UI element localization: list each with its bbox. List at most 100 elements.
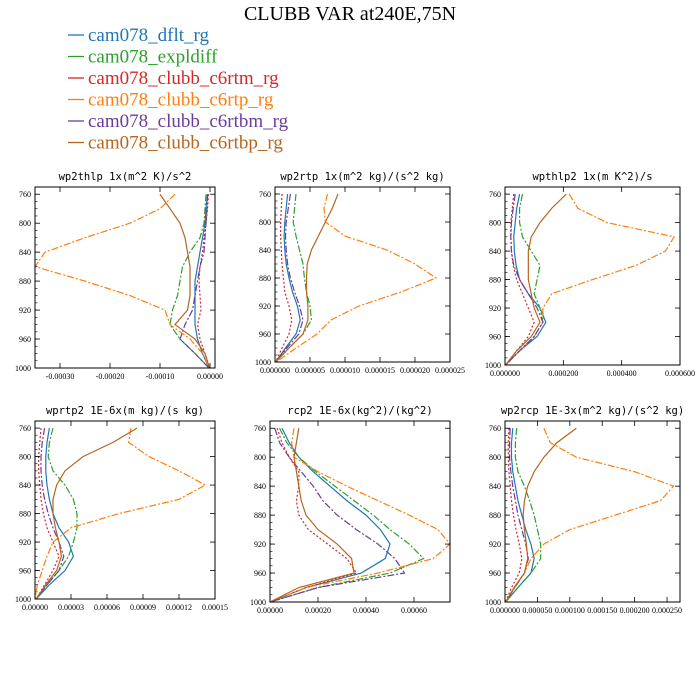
y-tick-label: 760 xyxy=(19,190,31,199)
x-tick-label: 0.00000 xyxy=(257,606,283,615)
x-tick-label: 0.000010 xyxy=(330,366,360,375)
series-line xyxy=(35,428,207,599)
y-tick-label: 1000 xyxy=(485,361,501,370)
y-tick-label: 760 xyxy=(489,424,501,433)
panel-3: wpthlp2 1x(m K^2)/s 760 800 840 880 920 960 100… xyxy=(485,171,695,378)
series-line xyxy=(505,194,544,365)
y-tick-label: 960 xyxy=(19,567,31,576)
y-tick-label: 800 xyxy=(259,218,271,227)
y-tick-label: 960 xyxy=(489,569,501,578)
panel-title: wp2thlp 1x(m^2 K)/s^2 xyxy=(59,171,192,183)
series-line xyxy=(35,193,211,368)
series-line xyxy=(505,193,567,365)
series-line xyxy=(194,194,210,368)
series-line xyxy=(179,194,210,368)
x-tick-label: 0.000020 xyxy=(400,366,430,375)
series-line xyxy=(159,193,211,368)
y-tick-label: 920 xyxy=(489,540,501,549)
y-tick-label: 920 xyxy=(19,306,31,315)
y-tick-label: 960 xyxy=(254,569,266,578)
y-tick-label: 800 xyxy=(489,453,501,462)
y-tick-label: 960 xyxy=(259,330,271,339)
y-tick-label: 960 xyxy=(489,333,501,342)
y-tick-label: 800 xyxy=(254,453,266,462)
panel-2: wp2rtp 1x(m^2 kg)/(s^2 kg) 760 800 840 880 92… xyxy=(255,171,465,375)
series-line xyxy=(270,427,391,602)
series-line xyxy=(275,193,301,362)
legend-entry: cam078_expldiff xyxy=(68,47,218,68)
x-tick-label: 0.000000 xyxy=(260,366,290,375)
x-tick-label: 0.00012 xyxy=(166,603,192,612)
legend-entry: cam078_clubb_c6rtp_rg xyxy=(68,90,274,111)
x-tick-label: 0.00000 xyxy=(197,372,223,381)
series-line xyxy=(505,428,535,602)
x-tick-label: 0.000200 xyxy=(548,369,578,378)
y-tick-label: 840 xyxy=(19,481,31,490)
series-line xyxy=(275,193,304,362)
legend-label: cam078_clubb_c6rtbp_rg xyxy=(88,133,283,154)
y-tick-label: 840 xyxy=(489,482,501,491)
legend: cam078_dflt_rgcam078_expldiffcam078_club… xyxy=(68,25,289,154)
panel-title: wprtp2 1E-6x(m kg)/(s kg) xyxy=(46,405,204,417)
plot-frame xyxy=(34,420,216,600)
y-tick-label: 920 xyxy=(19,538,31,547)
legend-entry: cam078_clubb_c6rtm_rg xyxy=(68,68,279,89)
legend-label: cam078_clubb_c6rtbm_rg xyxy=(88,111,289,132)
series-line xyxy=(270,428,406,602)
panel-5: rcp2 1E-6x(kg^2)/(kg^2) 760 800 840 880 920 96… xyxy=(250,405,451,615)
y-tick-label: 880 xyxy=(19,510,31,519)
x-tick-label: 0.000600 xyxy=(665,369,695,378)
x-tick-label: 0.000050 xyxy=(522,606,552,615)
plot-frame xyxy=(504,186,681,366)
series-line xyxy=(35,427,138,599)
series-line xyxy=(275,193,293,362)
x-tick-label: 0.000250 xyxy=(652,606,682,615)
y-tick-label: 800 xyxy=(489,219,501,228)
series-line xyxy=(169,194,210,368)
y-tick-label: 840 xyxy=(19,248,31,257)
y-tick-label: 800 xyxy=(19,219,31,228)
panel-4: wprtp2 1E-6x(m kg)/(s kg) 760 800 840 880 920… xyxy=(15,405,228,612)
series-line xyxy=(35,428,65,599)
y-tick-label: 760 xyxy=(254,424,266,433)
y-tick-label: 760 xyxy=(259,190,271,199)
y-tick-label: 760 xyxy=(489,190,501,199)
y-tick-label: 1000 xyxy=(15,595,31,604)
x-tick-label: 0.000100 xyxy=(555,606,585,615)
x-tick-label: -0.00030 xyxy=(46,372,75,381)
legend-label: cam078_dflt_rg xyxy=(88,25,210,46)
legend-entry: cam078_clubb_c6rtbp_rg xyxy=(68,133,283,154)
y-tick-label: 880 xyxy=(19,277,31,286)
plot-frame xyxy=(274,186,451,363)
legend-label: cam078_expldiff xyxy=(88,47,218,68)
panel-title: rcp2 1E-6x(kg^2)/(kg^2) xyxy=(287,405,432,417)
plot-frame xyxy=(504,420,681,603)
x-tick-label: 0.000000 xyxy=(490,606,520,615)
x-tick-label: 0.000005 xyxy=(295,366,325,375)
legend-label: cam078_clubb_c6rtp_rg xyxy=(88,90,274,111)
x-tick-label: 0.000025 xyxy=(435,366,465,375)
plot-frame xyxy=(269,420,451,603)
y-tick-label: 800 xyxy=(19,453,31,462)
x-tick-label: 0.000200 xyxy=(620,606,650,615)
legend-entry: cam078_clubb_c6rtbm_rg xyxy=(68,111,289,132)
panel-title: wp2rtp 1x(m^2 kg)/(s^2 kg) xyxy=(280,171,444,183)
series-line xyxy=(505,427,577,602)
y-tick-label: 880 xyxy=(489,511,501,520)
y-tick-label: 760 xyxy=(19,424,31,433)
y-tick-label: 880 xyxy=(254,511,266,520)
y-tick-label: 1000 xyxy=(15,364,31,373)
x-tick-label: 0.00060 xyxy=(401,606,427,615)
series-line xyxy=(505,427,675,602)
x-tick-label: -0.00010 xyxy=(146,372,175,381)
y-tick-label: 1000 xyxy=(485,598,501,607)
y-tick-label: 920 xyxy=(259,302,271,311)
x-tick-label: 0.000150 xyxy=(587,606,617,615)
y-tick-label: 840 xyxy=(489,247,501,256)
x-tick-label: 0.00015 xyxy=(202,603,228,612)
x-tick-label: 0.000015 xyxy=(365,366,395,375)
x-tick-label: 0.00040 xyxy=(353,606,379,615)
legend-label: cam078_clubb_c6rtm_rg xyxy=(88,68,279,89)
y-tick-label: 880 xyxy=(259,274,271,283)
